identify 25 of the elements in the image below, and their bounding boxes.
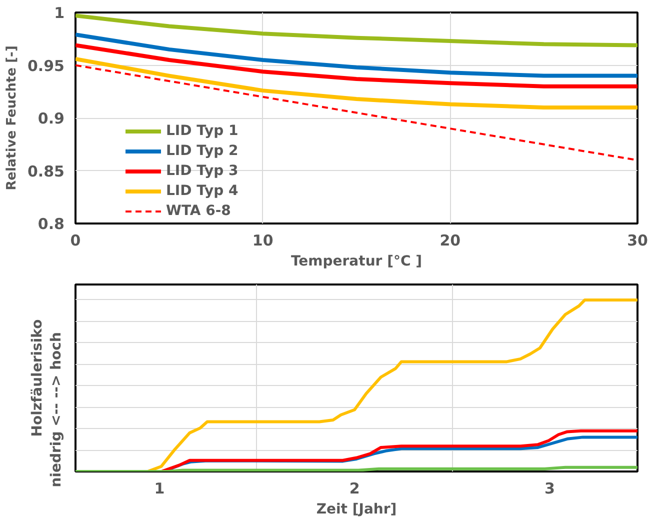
line-series [76,32,638,78]
legend-label: LID Typ 4 [166,183,238,199]
legend-label: LID Typ 1 [166,123,238,139]
y-axis-title: Relative Feuchte [-] [4,46,20,190]
x-tick-label: 0 [70,232,81,250]
y-axis-title: Holzfäulerisiko niedrig <-- --> hoch [29,318,64,488]
x-tick-label: 20 [440,232,461,250]
x-axis-title: Temperatur [°C ] [290,254,422,270]
x-tick-label: 30 [627,232,648,250]
x-tick-label: 3 [544,480,555,498]
x-tick-label: 1 [154,480,165,498]
y-tick-label: 0.8 [38,215,65,233]
x-tick-label: 10 [252,232,274,250]
legend-label: LID Typ 2 [166,143,238,159]
y-tick-label: 0.95 [27,56,65,75]
legend-label: WTA 6-8 [166,203,231,219]
line-series [76,56,638,110]
y-tick-label: 0.85 [27,162,65,180]
y-tick-label: 1 [54,4,64,22]
x-tick-label: 2 [349,480,360,498]
legend-label: LID Typ 3 [166,163,238,179]
line-series [76,14,638,48]
y-tick-label: 0.9 [38,110,65,128]
line-series [76,43,638,88]
x-axis-title: Zeit [Jahr] [316,502,397,518]
